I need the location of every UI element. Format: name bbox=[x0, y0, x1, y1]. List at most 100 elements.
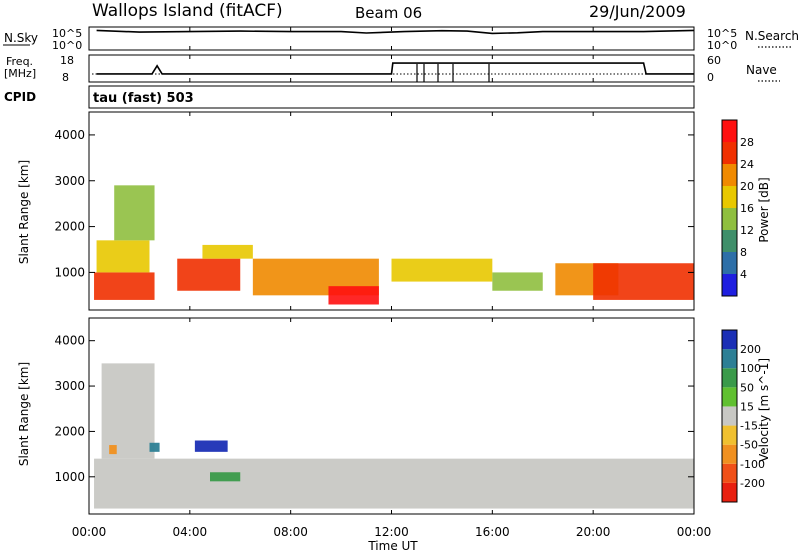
xtick-label: 00:00 bbox=[72, 525, 107, 539]
power-data bbox=[94, 185, 694, 305]
power-ylabel: Slant Range [km] bbox=[17, 160, 31, 264]
velocity-colorbar-frame bbox=[721, 329, 738, 503]
frequency-label-1: Freq. bbox=[6, 55, 33, 68]
noise-left-tick-top: 10^5 bbox=[52, 27, 82, 40]
xtick-label: 08:00 bbox=[273, 525, 308, 539]
power-yticks: 4000 3000 2000 1000 bbox=[54, 128, 694, 279]
power-colorbar-tick: 12 bbox=[740, 224, 754, 237]
power-region bbox=[177, 258, 241, 291]
power-colorbar-tick: 8 bbox=[740, 246, 747, 259]
xtick-label: 16:00 bbox=[475, 525, 510, 539]
xtick-label: 12:00 bbox=[374, 525, 409, 539]
noise-left-label: N.Sky bbox=[4, 31, 38, 45]
noise-left-tick-bottom: 10^0 bbox=[52, 39, 82, 52]
velocity-colorbar-label: Velocity [m s^-1] bbox=[757, 358, 771, 462]
power-colorbar-swatch bbox=[722, 274, 737, 296]
power-colorbar-swatch bbox=[722, 164, 737, 186]
frequency-dips bbox=[416, 64, 490, 82]
frequency-tick-top: 18 bbox=[60, 54, 74, 67]
velocity-colorbar-tick: 15 bbox=[740, 400, 754, 413]
ytick-label: 2000 bbox=[54, 220, 85, 234]
frequency-tick-bottom: 8 bbox=[62, 71, 69, 84]
power-region bbox=[202, 244, 253, 259]
velocity-yticks: 4000 3000 2000 1000 bbox=[54, 334, 694, 484]
ytick-label: 3000 bbox=[54, 379, 85, 393]
beam-label: Beam 06 bbox=[355, 4, 422, 22]
power-colorbar-tick: 20 bbox=[740, 180, 754, 193]
power-colorbar-label: Power [dB] bbox=[757, 177, 771, 242]
velocity-colorbar-swatch bbox=[722, 482, 737, 502]
noise-panel: N.Sky 10^5 10^0 10^5 10^0 N.Search bbox=[3, 26, 799, 52]
power-colorbar-tick: 16 bbox=[740, 202, 754, 215]
velocity-region bbox=[109, 445, 117, 455]
noise-right-tick-top: 10^5 bbox=[707, 27, 737, 40]
noise-right-label: N.Search bbox=[745, 29, 799, 43]
velocity-ylabel: Slant Range [km] bbox=[17, 362, 31, 466]
nave-tick-top: 60 bbox=[707, 54, 721, 67]
noise-series-line bbox=[96, 29, 695, 35]
xtick-label: 00:00 bbox=[677, 525, 712, 539]
velocity-colorbar-swatch bbox=[722, 444, 737, 464]
velocity-colorbar-swatch bbox=[722, 425, 737, 445]
ytick-label: 3000 bbox=[54, 174, 85, 188]
velocity-region bbox=[210, 472, 241, 482]
power-colorbar-tick: 28 bbox=[740, 136, 754, 149]
ytick-label: 1000 bbox=[54, 470, 85, 484]
ytick-label: 1000 bbox=[54, 265, 85, 279]
power-colorbar-swatch bbox=[722, 230, 737, 252]
power-colorbar-frame bbox=[721, 119, 738, 297]
power-colorbar: 28 24 20 16 12 8 4 bbox=[721, 119, 754, 297]
power-panel: 4000 3000 2000 1000 Slant Range [km] 28 24 20… bbox=[17, 111, 771, 311]
velocity-colorbar-swatch bbox=[722, 406, 737, 426]
power-region bbox=[94, 272, 155, 300]
power-region bbox=[328, 286, 379, 305]
power-region bbox=[114, 185, 155, 241]
velocity-colorbar-swatch bbox=[722, 368, 737, 388]
xtick-label: 20:00 bbox=[576, 525, 611, 539]
power-region bbox=[593, 263, 694, 300]
power-colorbar-swatch bbox=[722, 252, 737, 274]
cpid-value: tau (fast) 503 bbox=[93, 91, 194, 106]
cpid-label: CPID bbox=[4, 90, 36, 104]
power-colorbar-swatch bbox=[722, 208, 737, 230]
velocity-region bbox=[149, 442, 160, 452]
time-axis-label: Time UT bbox=[367, 539, 418, 553]
ytick-label: 2000 bbox=[54, 424, 85, 438]
date-label: 29/Jun/2009 bbox=[589, 2, 686, 21]
nave-label: Nave bbox=[746, 63, 777, 77]
ytick-label: 4000 bbox=[54, 334, 85, 348]
velocity-colorbar-tick: -15 bbox=[740, 420, 758, 433]
noise-right-tick-bottom: 10^0 bbox=[707, 39, 737, 52]
power-colorbar-tick: 4 bbox=[740, 268, 747, 281]
velocity-colorbar-swatch bbox=[722, 349, 737, 369]
velocity-colorbar-tick: 200 bbox=[740, 343, 761, 356]
cpid-frame bbox=[88, 85, 695, 109]
frequency-panel: Freq. [MHz] 18 8 60 0 Nave bbox=[4, 54, 780, 84]
velocity-colorbar-tick: -200 bbox=[740, 477, 765, 490]
power-region bbox=[96, 240, 150, 273]
velocity-colorbar-swatch bbox=[722, 330, 737, 350]
power-colorbar-swatch bbox=[722, 120, 737, 142]
power-colorbar-swatch bbox=[722, 186, 737, 208]
velocity-colorbar-tick: 50 bbox=[740, 381, 754, 394]
velocity-region bbox=[94, 458, 694, 509]
velocity-colorbar-swatch bbox=[722, 463, 737, 483]
velocity-colorbar-tick: 100 bbox=[740, 362, 761, 375]
velocity-panel: 4000 3000 2000 1000 Slant Range [km] 200 100… bbox=[17, 317, 771, 515]
frequency-series-line bbox=[96, 62, 694, 75]
time-axis: 00:00 04:00 08:00 12:00 16:00 20:00 00:00 bbox=[72, 27, 712, 539]
power-region bbox=[391, 258, 493, 282]
velocity-colorbar-tick: -50 bbox=[740, 439, 758, 452]
velocity-colorbar-swatch bbox=[722, 387, 737, 407]
velocity-data bbox=[94, 363, 694, 509]
velocity-region bbox=[194, 440, 228, 452]
xtick-label: 04:00 bbox=[173, 525, 208, 539]
nave-tick-bottom: 0 bbox=[707, 71, 714, 84]
velocity-colorbar: 200 100 50 15 -15 -50 -100 -200 bbox=[721, 329, 765, 503]
velocity-colorbar-tick: -100 bbox=[740, 458, 765, 471]
ytick-label: 4000 bbox=[54, 128, 85, 142]
power-region bbox=[492, 272, 543, 291]
site-title: Wallops Island (fitACF) bbox=[92, 1, 283, 21]
frequency-label-2: [MHz] bbox=[4, 67, 36, 80]
